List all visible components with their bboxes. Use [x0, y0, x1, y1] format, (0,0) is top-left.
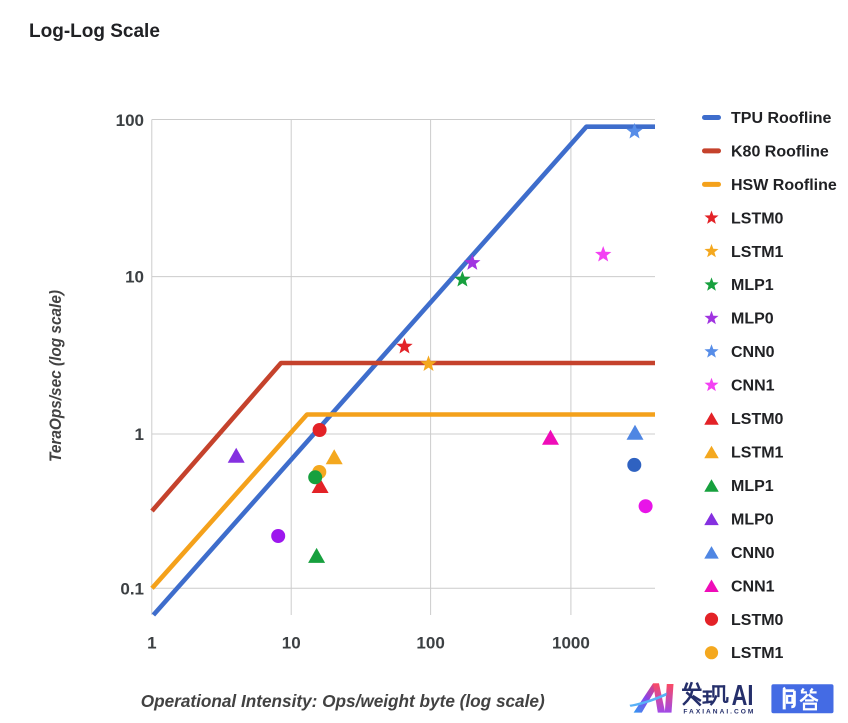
svg-text:LSTM1: LSTM1	[731, 445, 784, 462]
svg-text:LSTM1: LSTM1	[731, 645, 784, 662]
svg-text:1: 1	[147, 634, 156, 653]
svg-text:TPU Roofline: TPU Roofline	[731, 110, 832, 127]
svg-text:LSTM0: LSTM0	[731, 612, 784, 629]
svg-text:TeraOps/sec (log scale): TeraOps/sec (log scale)	[47, 290, 65, 462]
svg-text:10: 10	[125, 268, 144, 287]
svg-text:MLP0: MLP0	[731, 311, 774, 328]
svg-text:LSTM1: LSTM1	[731, 244, 784, 261]
svg-text:1000: 1000	[552, 634, 590, 653]
svg-text:MLP0: MLP0	[731, 511, 774, 528]
svg-text:AI: AI	[732, 680, 754, 712]
svg-text:MLP1: MLP1	[731, 277, 774, 294]
svg-text:100: 100	[416, 634, 444, 653]
svg-text:CNN1: CNN1	[731, 578, 775, 595]
svg-text:LSTM0: LSTM0	[731, 411, 784, 428]
svg-text:100: 100	[116, 111, 144, 130]
svg-text:Operational Intensity: Ops/wei: Operational Intensity: Ops/weight byte (…	[141, 691, 545, 711]
svg-text:LSTM0: LSTM0	[731, 210, 784, 227]
svg-text:1: 1	[135, 425, 144, 444]
svg-text:HSW Roofline: HSW Roofline	[731, 177, 837, 194]
svg-text:Log-Log Scale: Log-Log Scale	[29, 21, 160, 42]
svg-text:10: 10	[282, 634, 301, 653]
svg-text:FAXIANAI.COM: FAXIANAI.COM	[683, 709, 755, 716]
svg-text:0.1: 0.1	[120, 579, 144, 598]
svg-text:CNN1: CNN1	[731, 378, 775, 395]
svg-text:CNN0: CNN0	[731, 344, 775, 361]
svg-text:K80 Roofline: K80 Roofline	[731, 143, 829, 160]
svg-text:MLP1: MLP1	[731, 478, 774, 495]
svg-text:CNN0: CNN0	[731, 545, 775, 562]
